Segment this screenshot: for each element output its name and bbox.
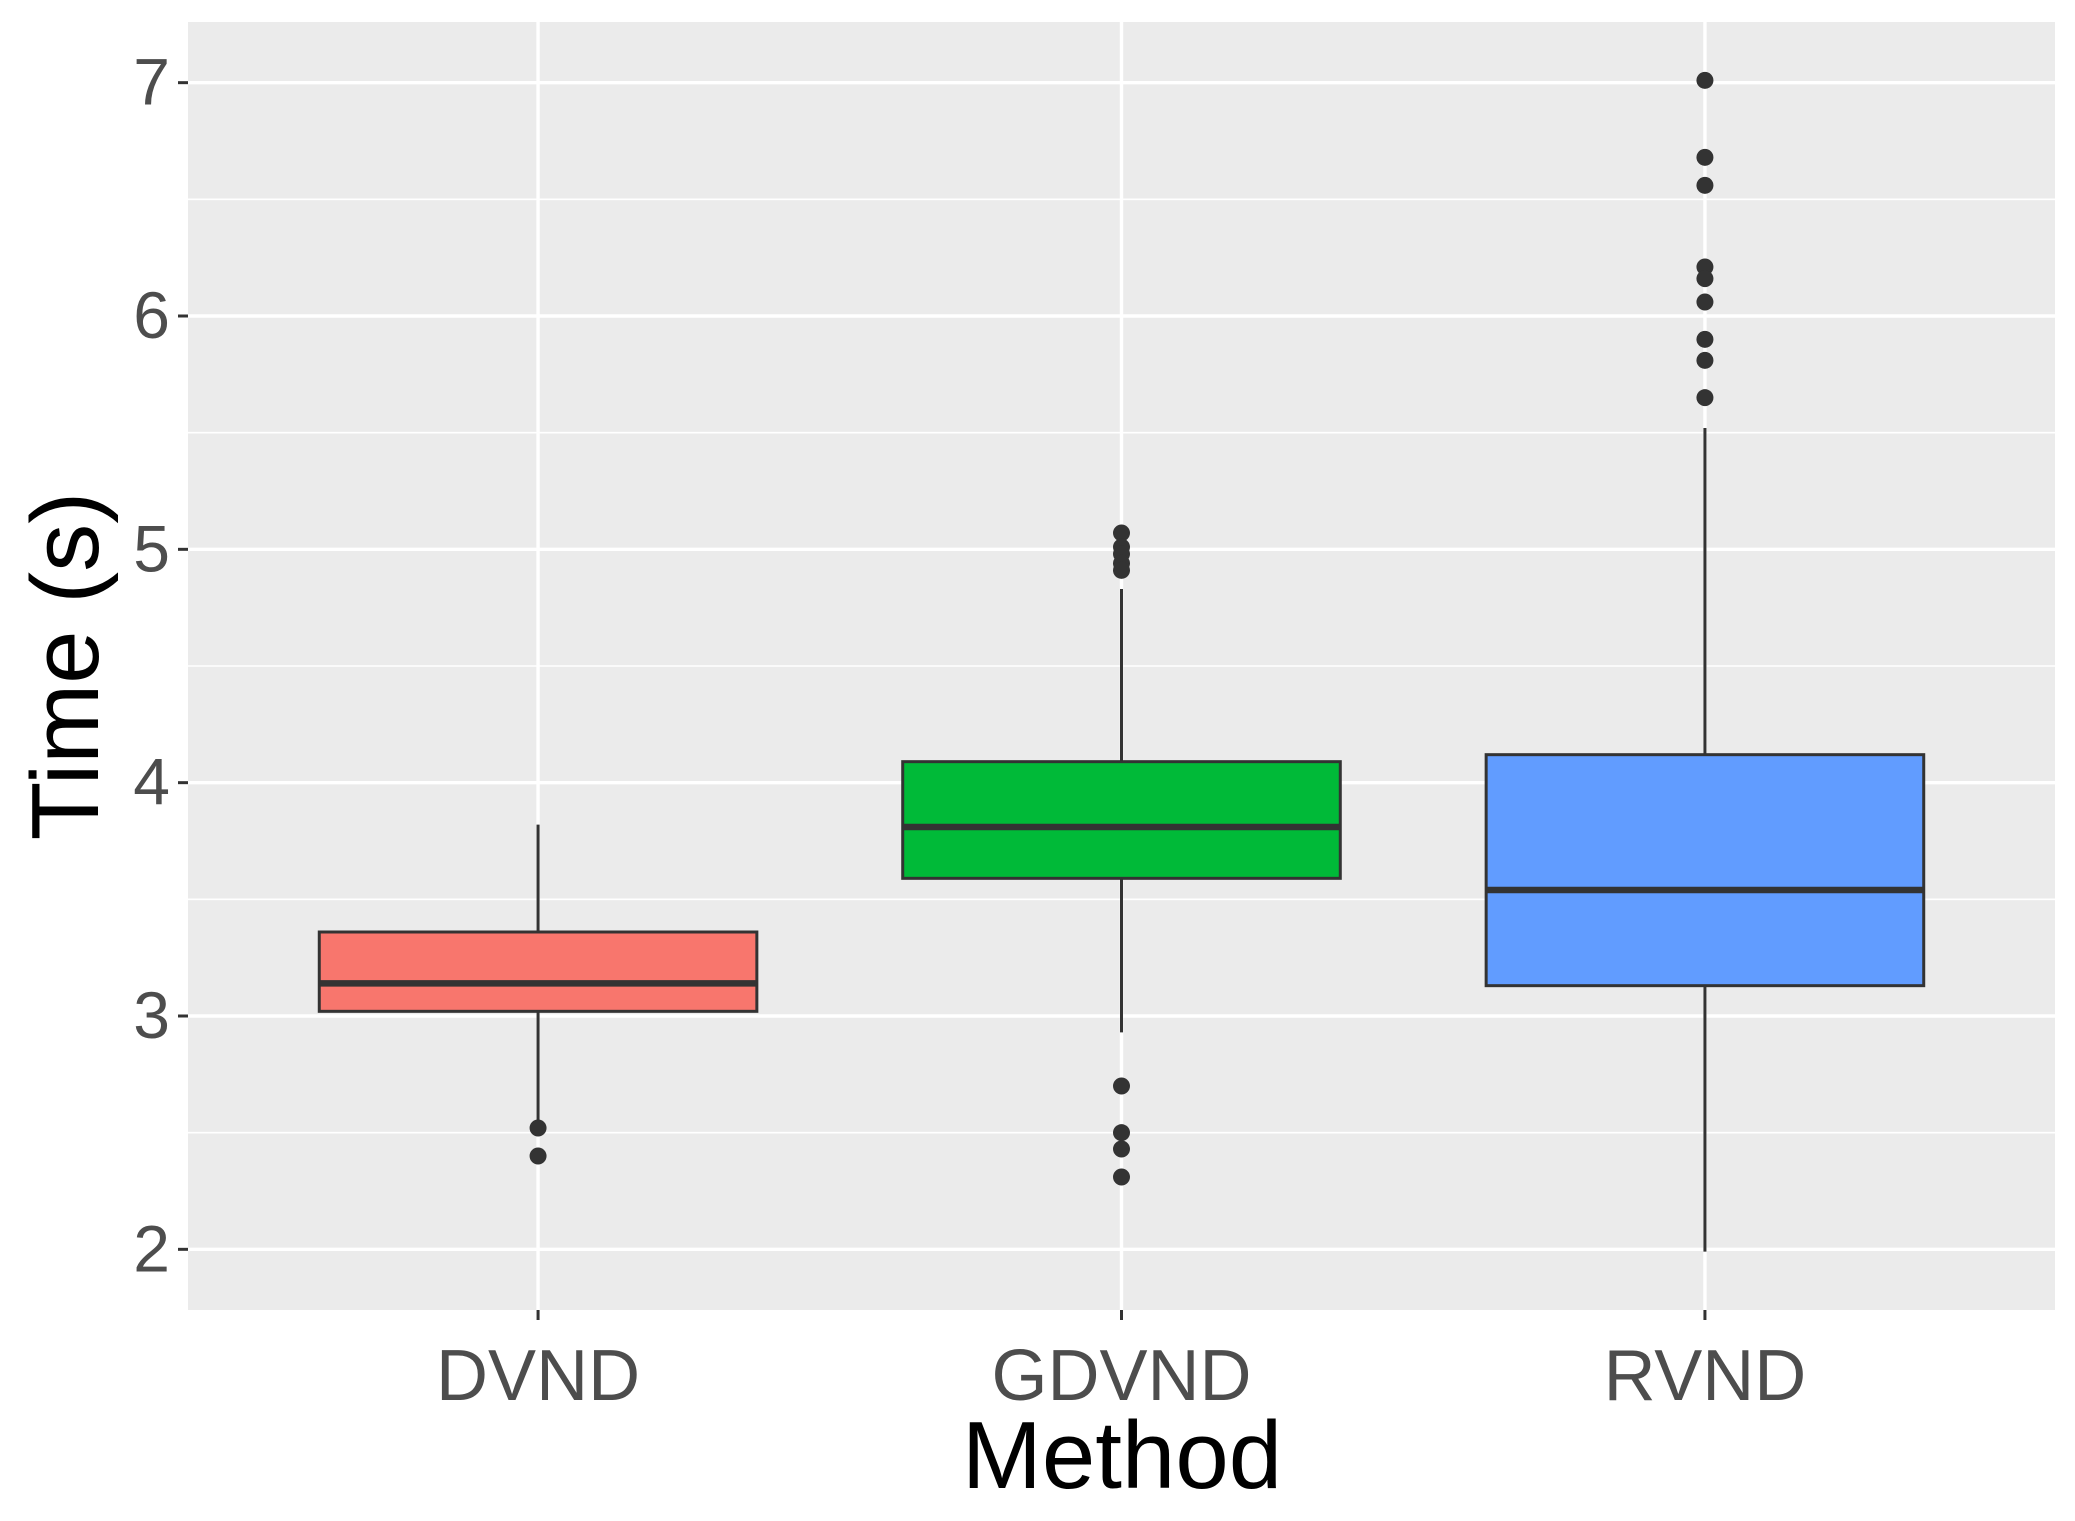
boxes bbox=[317, 71, 1926, 1252]
y-tick-label: 4 bbox=[133, 745, 170, 819]
outlier-point bbox=[1696, 258, 1714, 276]
y-tick-label: 3 bbox=[133, 978, 170, 1052]
iqr-box bbox=[1484, 753, 1926, 988]
y-tick-label: 7 bbox=[133, 45, 170, 119]
iqr-box bbox=[317, 930, 759, 1013]
y-tick-label: 6 bbox=[133, 278, 170, 352]
x-tick-label: RVND bbox=[1604, 1336, 1807, 1416]
iqr-box bbox=[901, 760, 1342, 880]
outlier-point bbox=[1113, 1140, 1130, 1158]
outlier-point bbox=[1113, 561, 1130, 579]
outlier-point bbox=[1696, 351, 1714, 369]
outlier-point bbox=[1696, 176, 1714, 194]
box-gdvnd bbox=[901, 524, 1342, 1186]
y-tick-label: 5 bbox=[133, 511, 170, 585]
y-axis: 2 3 4 5 6 7 bbox=[133, 45, 188, 1285]
outlier-point bbox=[529, 1147, 547, 1165]
y-axis-title: Time (s) bbox=[12, 492, 119, 840]
outlier-point bbox=[1113, 1168, 1130, 1186]
outlier-point bbox=[1696, 293, 1714, 311]
x-tick-label: GDVND bbox=[991, 1336, 1251, 1416]
outlier-point bbox=[529, 1119, 547, 1137]
outlier-point bbox=[1696, 330, 1714, 348]
outlier-point bbox=[1696, 71, 1714, 89]
x-tick-label: DVND bbox=[436, 1336, 640, 1416]
outlier-point bbox=[1696, 270, 1714, 288]
box-dvnd bbox=[317, 824, 759, 1165]
box-rvnd bbox=[1484, 71, 1926, 1252]
x-axis-title: Method bbox=[962, 1402, 1282, 1509]
outlier-point bbox=[1696, 148, 1714, 166]
outlier-point bbox=[1696, 389, 1714, 407]
outlier-point bbox=[1113, 1124, 1130, 1142]
x-axis: DVND GDVND RVND bbox=[436, 1310, 1806, 1416]
outlier-point bbox=[1113, 524, 1130, 542]
outlier-point bbox=[1113, 1077, 1130, 1095]
y-tick-label: 2 bbox=[133, 1211, 170, 1285]
